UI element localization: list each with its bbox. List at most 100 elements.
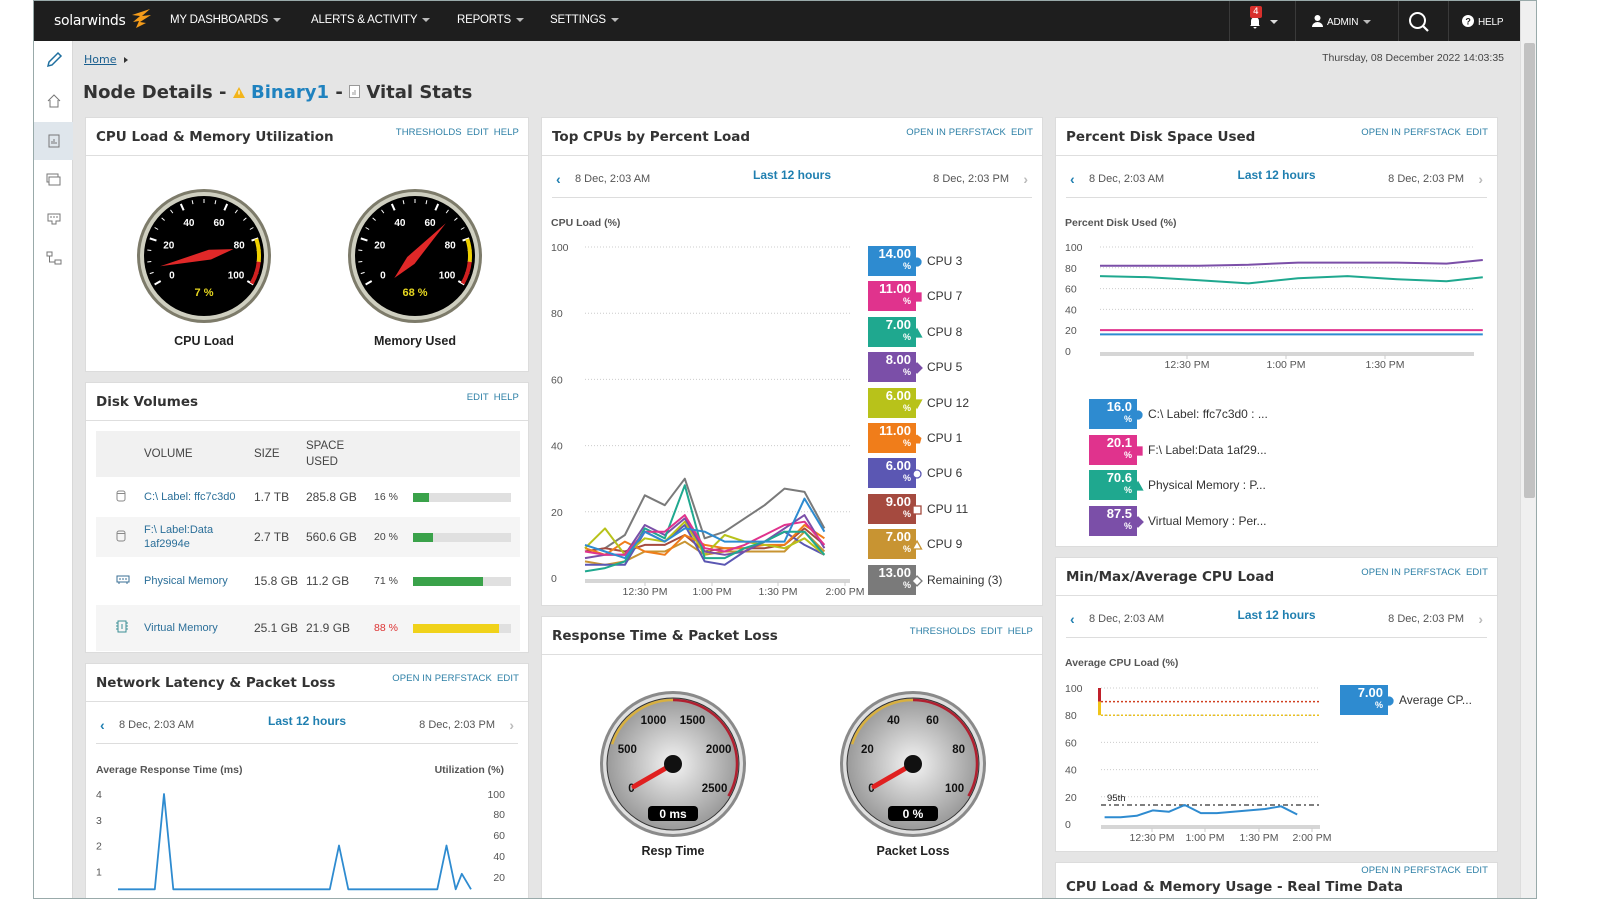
- threshold-arc: [460, 261, 472, 285]
- legend-label[interactable]: CPU 7: [927, 289, 963, 304]
- edit-link[interactable]: EDIT: [1465, 567, 1488, 578]
- open-perfstack-link[interactable]: OPEN IN PERFSTACK: [1361, 865, 1461, 876]
- sidebar-item-monitor[interactable]: [34, 161, 73, 199]
- alerts-button[interactable]: [1239, 1, 1289, 41]
- scrollbar-thumb[interactable]: [1524, 43, 1535, 498]
- open-perfstack-link[interactable]: OPEN IN PERFSTACK: [392, 673, 492, 684]
- table-row[interactable]: Virtual Memory 25.1 GB 21.9 GB 88 %: [96, 605, 520, 651]
- edit-link[interactable]: EDIT: [1465, 127, 1488, 138]
- gauge-tick: [460, 227, 465, 230]
- volume-link[interactable]: F:\ Label:Data 1af2994e: [144, 517, 254, 557]
- breadcrumb-home[interactable]: Home: [84, 53, 117, 66]
- y-tick-label: 4: [96, 789, 102, 801]
- gauge-tick-label: 40: [394, 218, 406, 229]
- nav-reports[interactable]: REPORTS: [457, 14, 524, 26]
- legend-label[interactable]: CPU 5: [927, 360, 963, 375]
- edit-link[interactable]: EDIT: [980, 626, 1003, 637]
- y-tick-label: 0: [551, 573, 557, 585]
- edit-link[interactable]: EDIT: [1010, 127, 1033, 138]
- volume-link[interactable]: Physical Memory: [144, 575, 228, 587]
- legend-label[interactable]: CPU 8: [927, 324, 963, 339]
- open-perfstack-link[interactable]: OPEN IN PERFSTACK: [1361, 127, 1461, 138]
- col-space-used: SPACE USED: [306, 431, 374, 477]
- table-row[interactable]: Physical Memory 15.8 GB 11.2 GB 71 %: [96, 557, 520, 605]
- gauge-tick: [425, 200, 428, 205]
- report-icon: [48, 134, 59, 148]
- gauge-tick: [223, 203, 229, 211]
- gauge-tick-label: 40: [183, 218, 195, 229]
- solarwinds-logo[interactable]: solarwinds: [54, 9, 151, 29]
- sidebar-item-home[interactable]: [34, 82, 73, 120]
- search-icon[interactable]: [1408, 11, 1430, 33]
- volume-link[interactable]: Virtual Memory: [144, 605, 254, 651]
- legend-marker-icon: [912, 429, 922, 444]
- thresholds-link[interactable]: THRESHOLDS: [909, 626, 976, 637]
- nav-my-dashboards[interactable]: MY DASHBOARDS: [170, 14, 282, 26]
- series-line: [584, 484, 826, 573]
- legend-label[interactable]: CPU 1: [927, 431, 963, 445]
- edit-link[interactable]: EDIT: [496, 673, 519, 684]
- previous-period-icon[interactable]: ‹: [100, 717, 105, 733]
- table-row[interactable]: C:\ Label: ffc7c3d0 1.7 TB 285.8 GB 16 %: [96, 477, 520, 517]
- range-selector[interactable]: Last 12 hours: [267, 714, 347, 728]
- next-period-icon[interactable]: ›: [1023, 171, 1028, 187]
- help-button[interactable]: ? HELP: [1462, 15, 1504, 28]
- legend-label[interactable]: CPU 3: [927, 254, 963, 268]
- legend-marker-icon: [1384, 691, 1394, 706]
- legend-value-badge: 7.00%: [1340, 685, 1388, 715]
- thresholds-link[interactable]: THRESHOLDS: [395, 127, 462, 138]
- page-scrollbar[interactable]: [1520, 1, 1536, 898]
- cpu-load-gauge-label: CPU Load: [174, 334, 234, 348]
- edit-link[interactable]: EDIT: [466, 127, 489, 138]
- gauge: 0 20 40 60 80 100 68 %: [348, 189, 482, 323]
- legend-value-badge: 16.0%: [1089, 399, 1137, 429]
- sidebar-item-interfaces[interactable]: [34, 200, 73, 238]
- node-link[interactable]: Binary1: [251, 82, 330, 103]
- user-menu[interactable]: ADMIN: [1312, 15, 1372, 28]
- sidebar-item-topology[interactable]: [34, 239, 73, 277]
- realtime-widget: CPU Load & Memory Usage - Real Time Data…: [1055, 862, 1498, 898]
- open-perfstack-link[interactable]: OPEN IN PERFSTACK: [1361, 567, 1461, 578]
- previous-period-icon[interactable]: ‹: [1070, 171, 1075, 187]
- help-link[interactable]: HELP: [493, 392, 519, 403]
- y-tick-label: 80: [1065, 263, 1077, 275]
- nav-settings[interactable]: SETTINGS: [550, 14, 619, 26]
- range-selector[interactable]: Last 12 hours: [1237, 608, 1316, 622]
- sidebar-item-report[interactable]: [34, 122, 73, 160]
- gauge: 0 20 40 60 80 100 0 %: [840, 691, 986, 837]
- legend-label[interactable]: Virtual Memory : Per...: [1148, 513, 1267, 528]
- nav-alerts-activity[interactable]: ALERTS & ACTIVITY: [311, 14, 431, 26]
- previous-period-icon[interactable]: ‹: [556, 171, 561, 187]
- help-link[interactable]: HELP: [493, 127, 519, 138]
- volume-link[interactable]: C:\ Label: ffc7c3d0: [144, 491, 236, 503]
- legend-label[interactable]: C:\ Label: ffc7c3d0 : ...: [1148, 407, 1268, 421]
- legend-label[interactable]: CPU 6: [927, 466, 963, 481]
- widget-title: Disk Volumes: [96, 394, 199, 410]
- edit-link[interactable]: EDIT: [1465, 865, 1488, 876]
- gauge-tick: [154, 227, 159, 230]
- help-link[interactable]: HELP: [1007, 626, 1033, 637]
- range-selector[interactable]: Last 12 hours: [752, 168, 832, 182]
- next-period-icon[interactable]: ›: [509, 717, 514, 733]
- widget-title: CPU Load & Memory Usage - Real Time Data: [1066, 879, 1403, 895]
- open-perfstack-link[interactable]: OPEN IN PERFSTACK: [906, 127, 1006, 138]
- volume-percent: 71 %: [374, 575, 398, 587]
- legend-label[interactable]: CPU 12: [927, 395, 970, 410]
- legend-label[interactable]: Physical Memory : P...: [1148, 478, 1266, 492]
- legend-label[interactable]: CPU 9: [927, 537, 963, 552]
- sidebar-item-edit[interactable]: [34, 41, 73, 79]
- legend-label[interactable]: Average CP...: [1399, 693, 1472, 707]
- legend-label[interactable]: F:\ Label:Data 1af29...: [1148, 442, 1267, 457]
- next-period-icon[interactable]: ›: [1478, 171, 1483, 187]
- gauge-tick-label: 20: [163, 241, 175, 252]
- legend-value-badge: 13.00%: [868, 564, 916, 595]
- widget-title: Top CPUs by Percent Load: [552, 129, 750, 145]
- next-period-icon[interactable]: ›: [1478, 611, 1483, 627]
- previous-period-icon[interactable]: ‹: [1070, 611, 1075, 627]
- y-tick-label: 60: [1065, 737, 1077, 749]
- range-selector[interactable]: Last 12 hours: [1237, 168, 1316, 182]
- edit-link[interactable]: EDIT: [466, 392, 489, 403]
- table-row[interactable]: F:\ Label:Data 1af2994e 2.7 TB 560.6 GB …: [96, 517, 520, 557]
- legend-label[interactable]: Remaining (3): [927, 572, 1003, 587]
- legend-label[interactable]: CPU 11: [927, 501, 969, 516]
